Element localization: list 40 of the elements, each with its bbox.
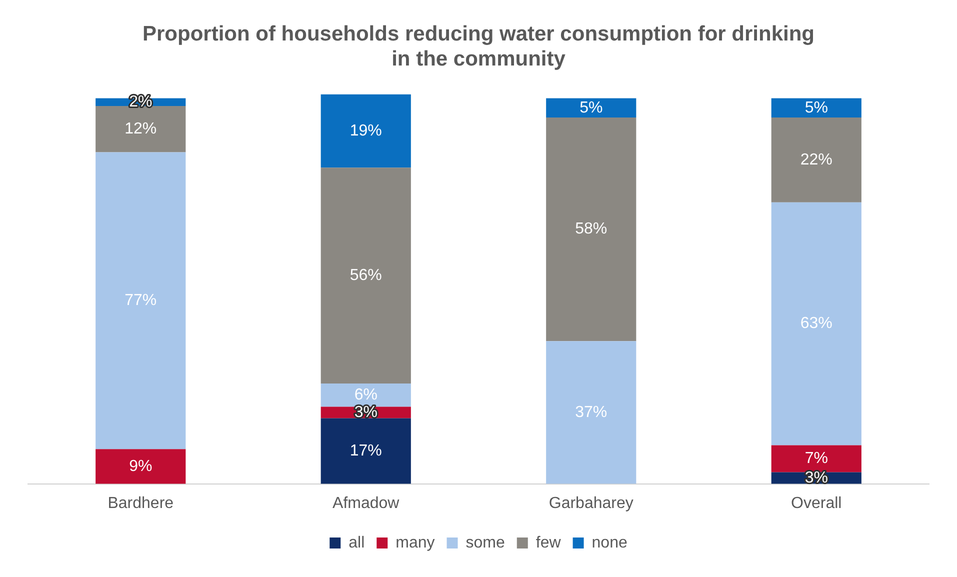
legend-label: none	[592, 534, 628, 552]
data-label: 12%	[124, 120, 157, 138]
x-tick-label: Garbaharey	[548, 494, 634, 512]
legend-label: all	[348, 534, 365, 552]
bar	[771, 98, 862, 118]
bar	[546, 341, 636, 484]
bar	[320, 94, 411, 168]
data-label: 5%	[804, 99, 828, 116]
bar	[320, 384, 411, 407]
legend-label: few	[536, 534, 562, 552]
bar	[96, 449, 186, 484]
legend-label: some	[466, 534, 505, 552]
data-label: 7%	[804, 450, 828, 468]
legend-label: many	[396, 534, 435, 552]
data-label: 6%	[354, 386, 378, 404]
bar	[96, 106, 186, 152]
data-label: 22%	[800, 151, 832, 168]
bar	[771, 118, 862, 202]
data-label: 63%	[800, 315, 832, 332]
chart-title: Proportion of households reducing water consumption for drinking in the community	[142, 22, 814, 71]
data-label: 3%	[804, 469, 828, 486]
data-label: 58%	[575, 220, 608, 238]
bar	[320, 418, 411, 484]
data-label: 77%	[124, 292, 157, 310]
bar	[546, 98, 636, 118]
data-label: 5%	[580, 99, 603, 116]
bar	[320, 168, 411, 384]
data-label: 3%	[354, 404, 378, 421]
bar	[771, 445, 862, 472]
x-tick-label: Afmadow	[332, 494, 400, 512]
bar	[96, 152, 186, 450]
data-label: 17%	[350, 442, 382, 460]
data-label: 9%	[129, 458, 152, 475]
bar	[546, 118, 636, 342]
x-tick-label: Overall	[791, 494, 842, 512]
data-label: 37%	[575, 404, 608, 421]
data-label: 19%	[350, 122, 382, 140]
data-label: 56%	[350, 267, 382, 284]
x-tick-label: Bardhere	[108, 494, 174, 512]
bar	[771, 202, 862, 446]
